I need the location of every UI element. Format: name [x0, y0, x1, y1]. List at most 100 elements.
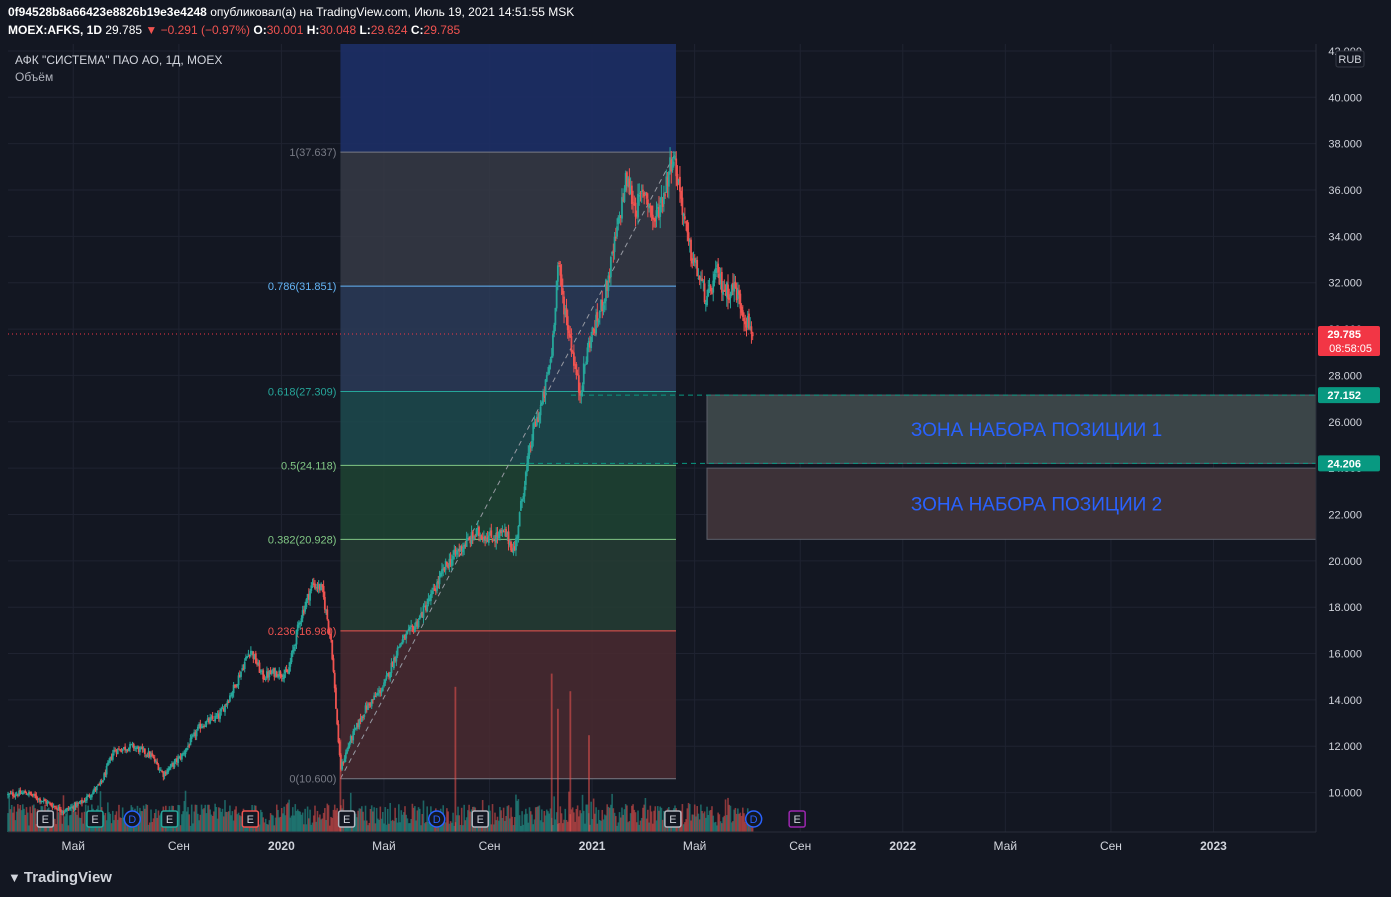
- symbol-label: MOEX:AFKS, 1D: [8, 23, 103, 37]
- volume-bar: [628, 821, 631, 832]
- candle-body: [129, 743, 131, 749]
- volume-bar: [492, 824, 495, 832]
- candle-body: [487, 535, 490, 543]
- volume-bar: [582, 810, 585, 832]
- candle-body: [84, 799, 87, 802]
- volume-bar: [123, 818, 125, 832]
- instrument-legend[interactable]: АФК "СИСТЕМА" ПАО АО, 1Д, MOEX: [15, 53, 223, 67]
- candle-body: [339, 754, 342, 770]
- volume-bar: [412, 807, 415, 832]
- candle-body: [71, 806, 74, 808]
- volume-bar: [282, 813, 284, 832]
- candle-body: [251, 651, 254, 653]
- candle-body: [438, 575, 441, 585]
- candle-body: [395, 655, 398, 662]
- volume-bar: [531, 814, 533, 832]
- candle-body: [284, 669, 287, 674]
- volume-bar: [467, 810, 469, 832]
- volume-bar: [516, 800, 518, 832]
- volume-bar: [622, 814, 625, 832]
- candle-body: [593, 329, 596, 334]
- volume-legend[interactable]: Объём: [15, 70, 54, 84]
- candle-body: [676, 173, 679, 186]
- volume-bar: [595, 807, 597, 832]
- candle-body: [177, 757, 180, 763]
- volume-bar: [10, 804, 13, 832]
- marker-letter: D: [128, 814, 136, 826]
- marker-shape: [428, 810, 446, 828]
- volume-bar: [13, 806, 15, 832]
- price-tick-label: 32.000: [1328, 278, 1362, 290]
- candle-body: [168, 767, 171, 770]
- candle-body: [653, 218, 655, 221]
- candle-body: [196, 726, 199, 731]
- candle-body: [35, 795, 38, 799]
- volume-bar: [332, 809, 335, 832]
- candle-body: [702, 280, 705, 283]
- volume-bar: [9, 809, 12, 832]
- volume-bar: [304, 808, 306, 832]
- candle-body: [94, 788, 97, 791]
- candle-body: [713, 273, 716, 283]
- volume-bar: [354, 813, 357, 832]
- zone-label: ЗОНА НАБОРА ПОЗИЦИИ 2: [911, 495, 1162, 516]
- candle-body: [413, 626, 416, 632]
- volume-bar: [118, 804, 120, 832]
- marker-shape: [744, 810, 763, 828]
- candle-body: [618, 215, 621, 217]
- candle-body: [159, 770, 162, 772]
- candle-body: [405, 633, 408, 639]
- volume-bar: [580, 813, 583, 832]
- candle-body: [669, 157, 671, 173]
- candle-body: [141, 747, 144, 749]
- volume-bar: [579, 810, 581, 832]
- price-tag-box: [1318, 387, 1380, 404]
- volume-bar: [156, 817, 158, 832]
- candle-body: [554, 307, 557, 326]
- candle-body: [41, 801, 44, 803]
- candle-body: [354, 727, 357, 729]
- candle-body: [650, 205, 653, 216]
- candle-body: [602, 305, 605, 310]
- volume-bar: [643, 804, 645, 832]
- candle-body: [690, 239, 692, 261]
- marker-letter: D: [750, 814, 758, 826]
- candle-body: [734, 281, 737, 289]
- candle-body: [446, 561, 448, 565]
- volume-bar: [600, 820, 602, 832]
- candle-body: [139, 747, 141, 753]
- author-id[interactable]: 0f94528b8a66423e8826b19e3e4248: [8, 5, 207, 19]
- time-tick-label: 2022: [889, 839, 916, 853]
- volume-bar: [8, 795, 11, 832]
- candle-body: [253, 654, 256, 660]
- volume-bar: [522, 824, 525, 832]
- candle-body: [697, 277, 700, 279]
- candle-body: [53, 805, 56, 807]
- volume-bar: [227, 811, 230, 832]
- volume-bar: [541, 809, 543, 832]
- volume-bar: [443, 817, 446, 832]
- tradingview-logo[interactable]: ▼ TradingView: [8, 869, 112, 886]
- candle-body: [336, 709, 339, 725]
- candle-body: [457, 550, 459, 552]
- volume-bar: [60, 806, 62, 832]
- candle-body: [116, 748, 119, 755]
- volume-bar: [400, 810, 403, 832]
- volume-bar: [570, 809, 573, 832]
- candle-body: [556, 265, 559, 282]
- time-tick-label: Сен: [789, 839, 811, 853]
- volume-bar: [727, 797, 729, 832]
- volume-bar: [378, 819, 380, 832]
- candle-body: [427, 598, 430, 605]
- earnings-marker: E: [471, 810, 489, 828]
- candle-body: [312, 583, 315, 586]
- candle-body: [372, 699, 374, 701]
- volume-bar: [526, 813, 528, 832]
- volume-bar: [78, 817, 81, 832]
- dividend-marker: D: [428, 810, 446, 828]
- volume-bar: [576, 805, 579, 832]
- volume-bar: [283, 806, 285, 832]
- volume-bar: [221, 808, 224, 832]
- candle-body: [632, 202, 634, 204]
